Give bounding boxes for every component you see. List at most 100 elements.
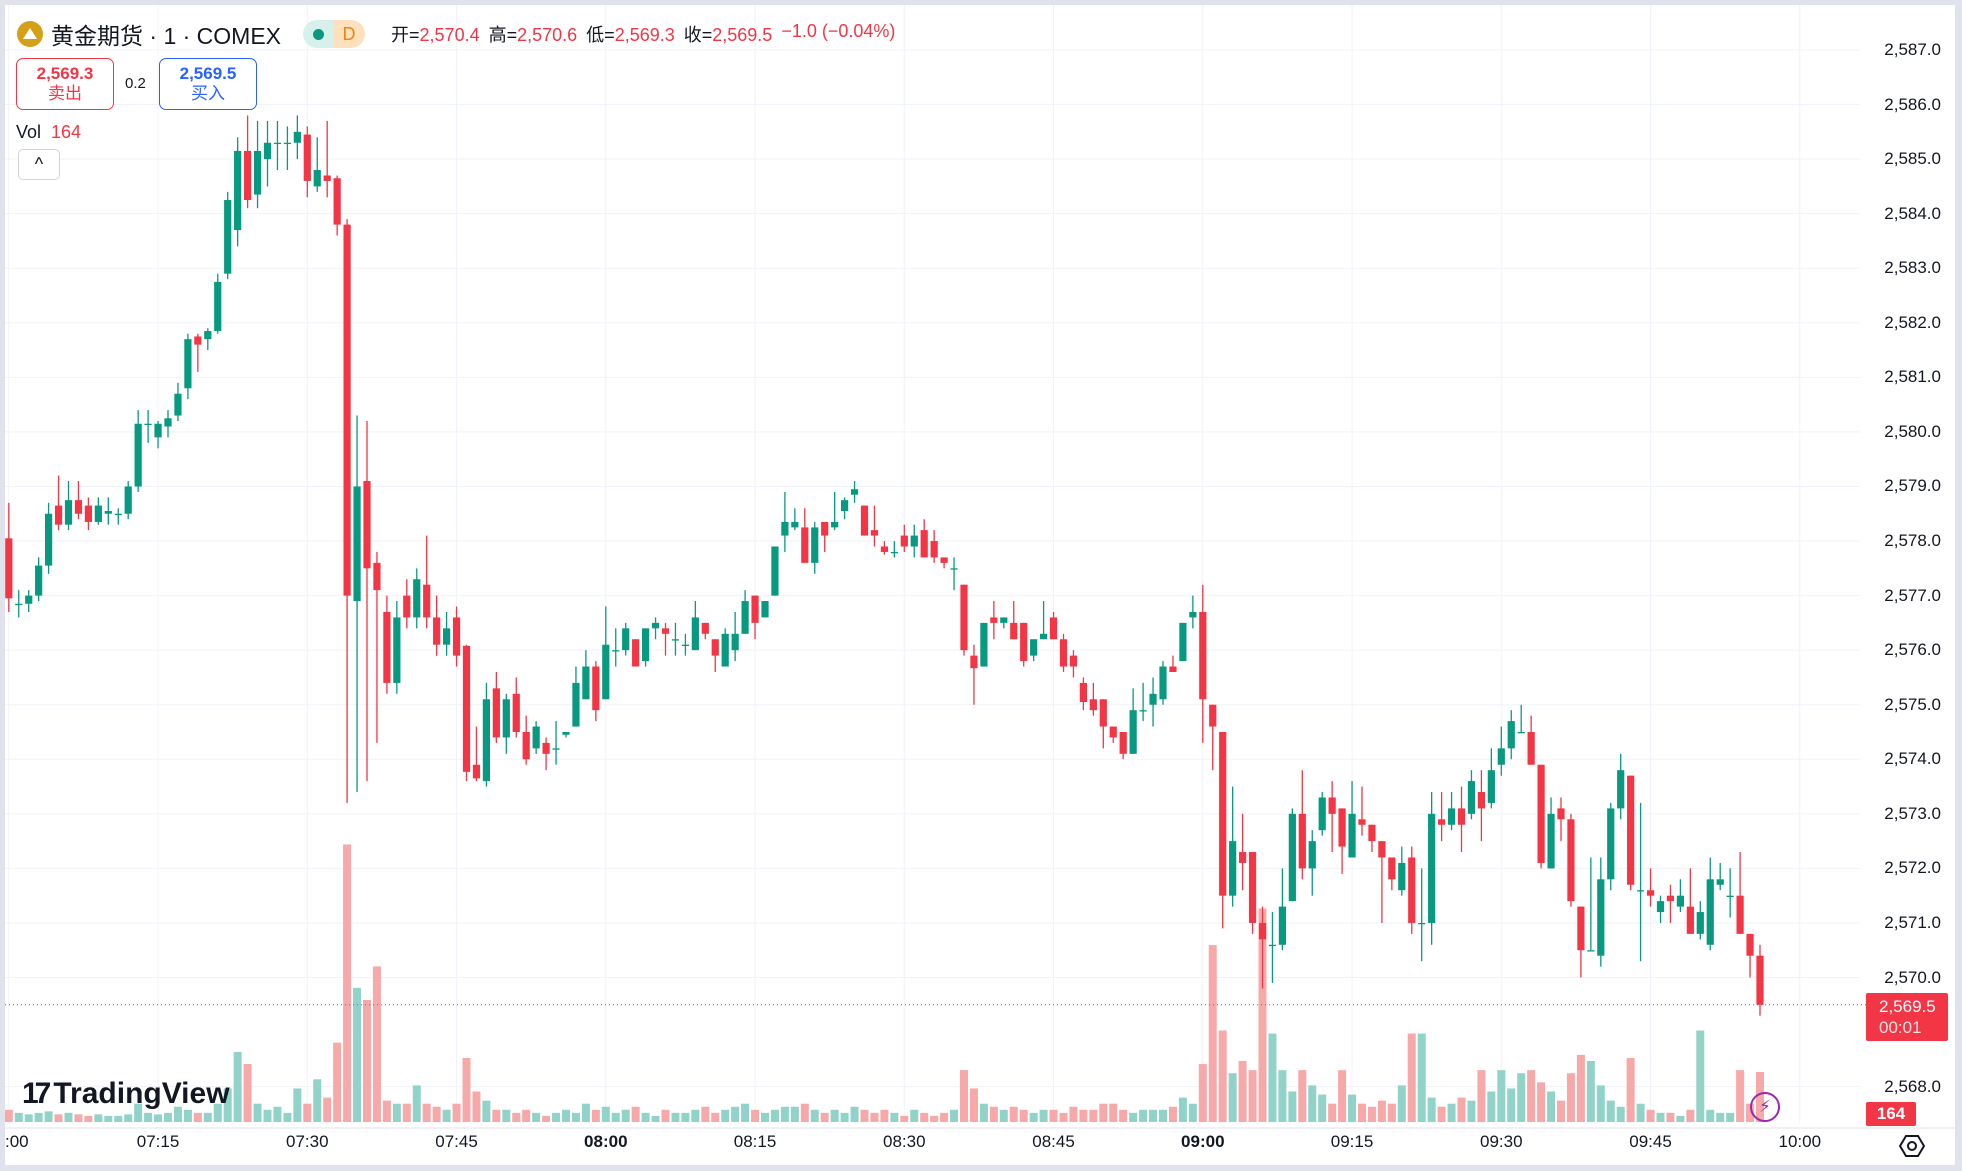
lightning-icon[interactable]: ⚡ <box>1750 1092 1780 1122</box>
candle <box>1537 764 1545 869</box>
candle <box>124 481 132 520</box>
candle-body <box>980 622 988 667</box>
sell-button[interactable]: 2,569.3 卖出 <box>16 58 114 110</box>
volume-bar <box>1417 1033 1426 1122</box>
volume-bar <box>1109 1103 1118 1122</box>
candle-body <box>711 639 719 656</box>
volume-bar <box>1596 1085 1605 1122</box>
candle-body <box>194 336 202 345</box>
candle <box>970 644 978 705</box>
candle-body <box>950 568 958 570</box>
volume-bar <box>1238 1061 1247 1122</box>
candle <box>164 410 172 438</box>
last-price: 2,569.5 <box>1879 997 1936 1016</box>
candle-body <box>35 565 43 596</box>
candle-body <box>671 639 680 641</box>
volume-bar <box>800 1103 809 1122</box>
candle-body <box>1666 895 1675 902</box>
candle-body <box>642 628 650 662</box>
candle-body <box>761 601 769 618</box>
volume-bar <box>1248 1070 1257 1122</box>
volume-bar <box>412 1085 421 1122</box>
candle <box>64 481 73 531</box>
volume-bar <box>1129 1112 1138 1122</box>
volume-bar <box>343 844 352 1122</box>
volume-bar <box>810 1109 819 1122</box>
candle <box>253 120 262 209</box>
candle <box>1398 846 1406 896</box>
candle <box>1358 786 1366 836</box>
volume-bar <box>920 1112 929 1122</box>
volume-bar <box>850 1106 859 1122</box>
volume-bar <box>134 1103 143 1122</box>
gold-coin-icon <box>17 21 43 47</box>
candle <box>1646 868 1655 907</box>
candle <box>1040 601 1048 640</box>
time-axis-label: 09:15 <box>1330 1132 1374 1151</box>
volume-bar <box>1308 1085 1317 1122</box>
candle <box>1000 617 1008 629</box>
volume-bar <box>1059 1112 1068 1122</box>
candle <box>1248 852 1257 934</box>
time-axis-label: 07:45 <box>435 1132 478 1151</box>
candle-body <box>1627 775 1635 885</box>
volume-bar <box>979 1103 988 1122</box>
candle <box>1457 786 1466 853</box>
candle <box>25 590 33 612</box>
candle-body <box>1428 813 1436 923</box>
candle <box>1049 611 1058 640</box>
candle-body <box>632 639 640 667</box>
candle <box>45 502 53 574</box>
candle <box>651 617 660 640</box>
buy-button[interactable]: 2,569.5 买入 <box>159 58 257 110</box>
candle <box>1567 813 1575 907</box>
candle <box>313 137 321 192</box>
candle <box>1656 895 1665 923</box>
price-axis-label: 2,583.0 <box>1884 258 1941 278</box>
spread-value: 0.2 <box>125 75 146 92</box>
volume-bar <box>552 1112 561 1122</box>
volume-bar <box>860 1109 869 1122</box>
settings-icon[interactable] <box>1899 1133 1925 1159</box>
volume-bar <box>1507 1088 1516 1122</box>
candle <box>1477 770 1485 842</box>
candle <box>144 410 152 443</box>
candle <box>1149 677 1157 727</box>
volume-bar <box>432 1106 441 1122</box>
candle <box>462 644 471 782</box>
candle-body <box>472 764 481 779</box>
candle-body <box>1318 797 1326 831</box>
candle-body <box>1149 693 1157 705</box>
candle <box>1597 857 1605 967</box>
volume-bar <box>1437 1106 1446 1122</box>
candle <box>353 415 361 793</box>
volume-bar <box>1377 1100 1386 1122</box>
candle-body <box>562 732 570 735</box>
candle <box>671 622 680 656</box>
volume-bar <box>820 1112 829 1122</box>
candle <box>1557 797 1565 842</box>
market-status-pill[interactable]: D <box>303 20 366 48</box>
volume-bar <box>363 1000 371 1122</box>
volume-bar <box>1666 1112 1675 1122</box>
candle <box>1736 852 1744 934</box>
symbol-title[interactable]: 黄金期货 · 1 · COMEX <box>51 23 282 49</box>
candle <box>1209 704 1217 771</box>
candle <box>1756 944 1764 1016</box>
candle-body <box>1298 813 1306 869</box>
candle-body <box>333 178 341 225</box>
volume-bar <box>54 1114 63 1122</box>
candle <box>1268 912 1277 983</box>
volume-bar <box>512 1112 521 1122</box>
volume-bar <box>562 1109 570 1122</box>
candle <box>990 601 998 640</box>
candle-body <box>592 666 600 711</box>
volume-bar <box>1099 1103 1108 1122</box>
candle-body <box>164 418 172 427</box>
volume-bar <box>1676 1115 1685 1122</box>
price-chart[interactable] <box>5 5 1955 1165</box>
candle-body <box>363 481 371 569</box>
collapse-legend-button[interactable]: ^ <box>18 149 60 180</box>
candle-body <box>1646 890 1655 896</box>
tradingview-logo[interactable]: 17 TradingView <box>22 1077 230 1111</box>
